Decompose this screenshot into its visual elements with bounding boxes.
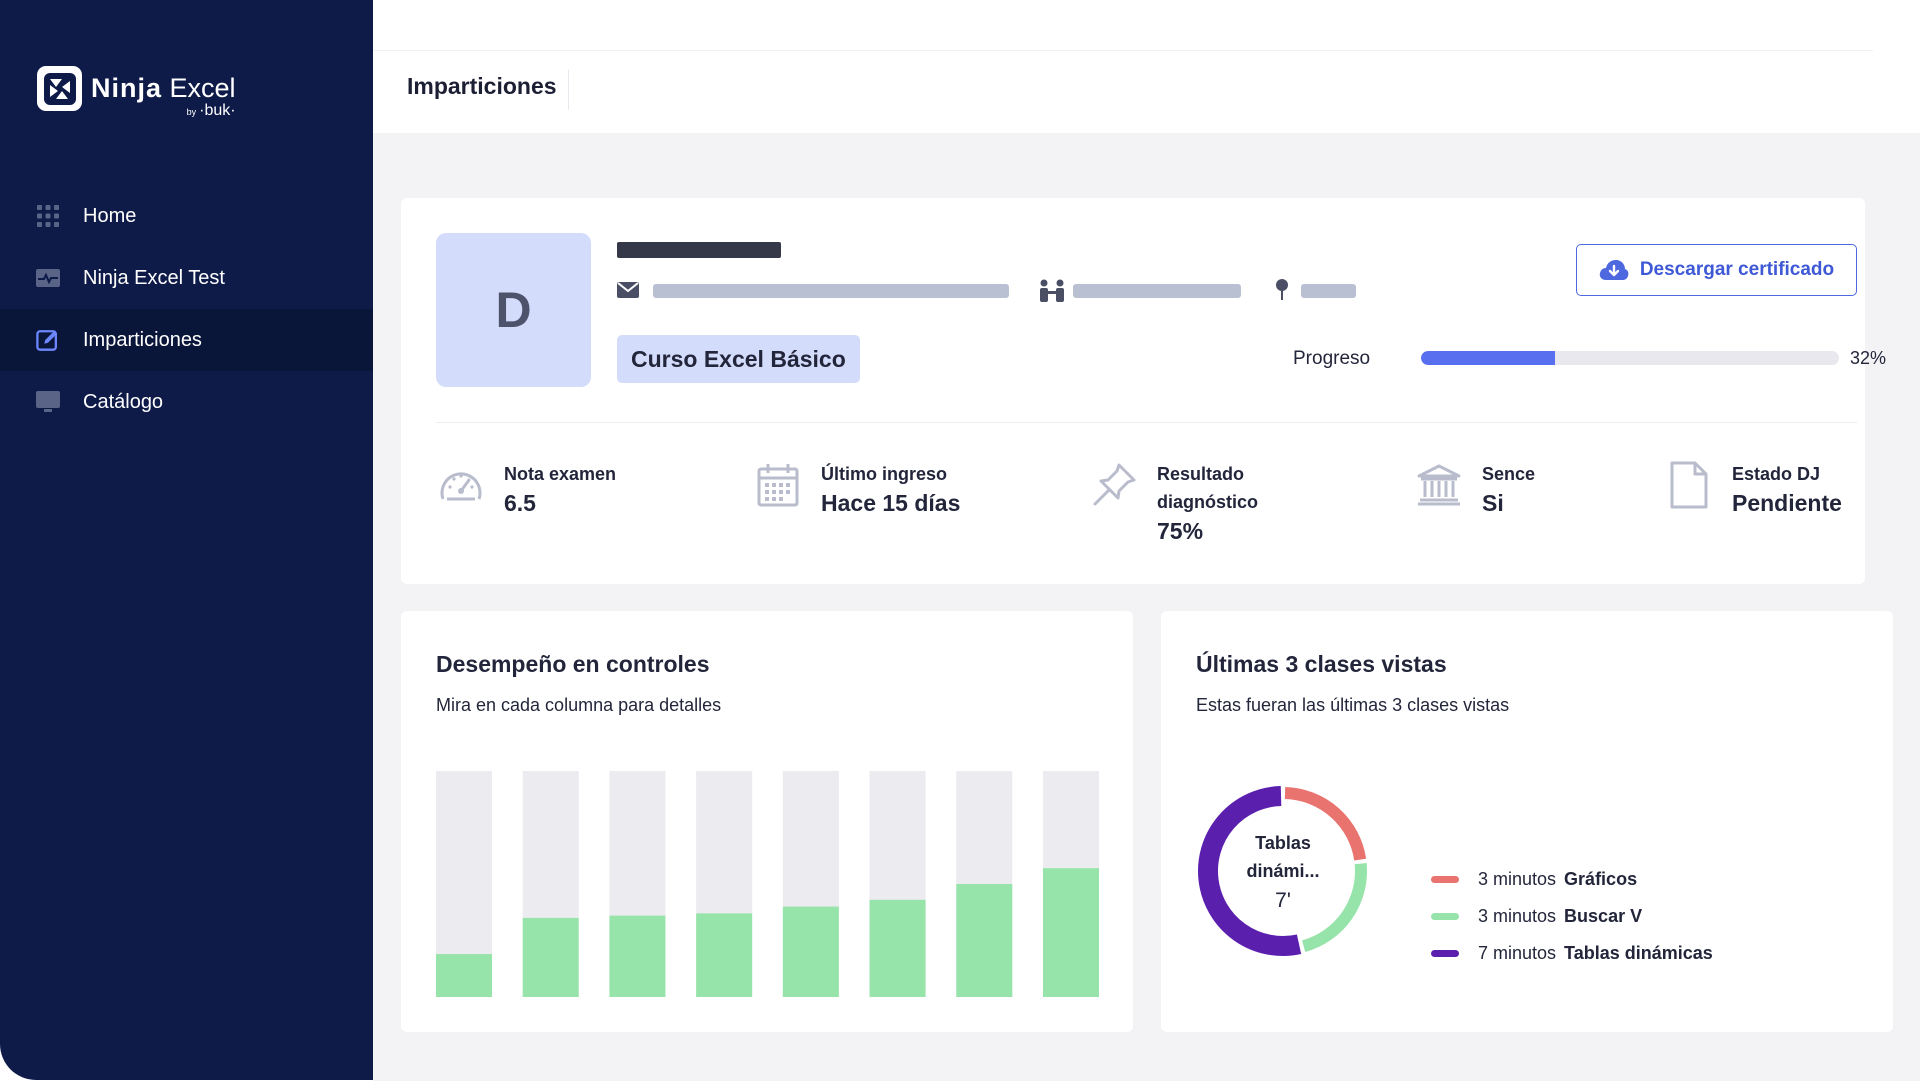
donut-slice-3[interactable]	[1198, 786, 1302, 956]
card-subtitle: Mira en cada columna para detalles	[436, 695, 722, 715]
sidebar-item-imparticiones[interactable]: Imparticiones	[0, 309, 373, 371]
donut-slice-2[interactable]	[1301, 863, 1367, 953]
sidebar-item-label: Catálogo	[83, 390, 164, 413]
course-badge: Curso Excel Básico	[617, 335, 860, 383]
sidebar-item-catalogo[interactable]: Catálogo	[0, 371, 373, 433]
pulse-icon	[36, 266, 60, 290]
stat-label: Sence	[1482, 464, 1536, 484]
stat-sence: Sence Si	[1414, 460, 1535, 518]
brand-name: Ninja	[91, 73, 163, 103]
bar-5[interactable]	[782, 906, 839, 997]
progress-bar	[1421, 351, 1839, 365]
divider	[568, 70, 569, 110]
ninja-logo-icon	[37, 66, 82, 111]
download-certificate-label: Descargar certificado	[1639, 259, 1835, 280]
performance-card: Desempeño en controles Mira en cada colu…	[401, 611, 1133, 1032]
progress-label: Progreso	[1293, 348, 1371, 369]
bar-7[interactable]	[956, 884, 1013, 997]
sidebar-item-label: Home	[83, 204, 137, 227]
top-bar: Imparticiones	[373, 0, 1920, 133]
donut-center-value: 7'	[1275, 889, 1291, 912]
speedometer-icon	[436, 460, 486, 510]
brand-logo[interactable]: Ninja Excel by ·buk·	[37, 66, 236, 120]
bank-icon	[1414, 460, 1464, 510]
legend-item: 3 minutos Gráficos	[1431, 861, 1713, 898]
edit-icon	[36, 328, 60, 352]
donut-slice-1[interactable]	[1284, 787, 1367, 861]
bar-4[interactable]	[696, 913, 753, 997]
redacted-company	[1073, 284, 1241, 298]
legend-name: Gráficos	[1564, 869, 1638, 889]
legend-swatch	[1431, 913, 1459, 920]
bar-1[interactable]	[436, 954, 492, 997]
donut-chart	[1198, 786, 1367, 956]
main-content: Imparticiones D Cu	[373, 0, 1920, 1081]
legend-duration: 3 minutos	[1478, 906, 1557, 926]
bar-2[interactable]	[522, 917, 579, 997]
sidebar: Ninja Excel by ·buk· Home	[0, 0, 373, 1080]
brand-partner: ·buk·	[199, 102, 236, 119]
stat-value: Hace 15 días	[821, 490, 961, 516]
progress-fill	[1421, 351, 1555, 365]
pin-icon	[1089, 460, 1139, 510]
stat-label: Estado DJ	[1732, 464, 1821, 484]
stat-value: 75%	[1157, 518, 1204, 544]
student-profile-card: D Curso Excel Básico	[401, 198, 1886, 584]
bar-6[interactable]	[869, 899, 926, 997]
divider	[373, 50, 1873, 51]
stat-ultimo-ingreso: Último ingreso Hace 15 días	[753, 460, 960, 518]
download-certificate-button[interactable]: Descargar certificado	[1576, 244, 1857, 296]
stat-value: Pendiente	[1732, 490, 1842, 516]
stat-nota-examen: Nota examen 6.5	[436, 460, 616, 518]
monitor-icon	[36, 390, 60, 414]
card-title: Últimas 3 clases vistas	[1196, 651, 1447, 677]
legend-duration: 3 minutos	[1478, 869, 1557, 889]
legend-name: Buscar V	[1564, 906, 1643, 926]
grid-icon	[36, 204, 60, 228]
recent-classes-donut: Tablas dinámi... 7'	[1193, 781, 1373, 961]
sidebar-nav: Home Ninja Excel Test Imparticiones	[0, 185, 373, 433]
people-icon	[1039, 278, 1065, 309]
legend-swatch	[1431, 950, 1459, 957]
sidebar-item-label: Imparticiones	[83, 328, 202, 351]
location-pin-icon	[1275, 278, 1289, 307]
calendar-icon	[753, 460, 803, 510]
sidebar-item-label: Ninja Excel Test	[83, 266, 225, 289]
recent-classes-card: Últimas 3 clases vistas Estas fueran las…	[1161, 611, 1893, 1032]
stat-label: Resultado diagnóstico	[1157, 464, 1259, 512]
redacted-email	[653, 284, 1009, 298]
bar-3[interactable]	[609, 915, 666, 997]
donut-legend: 3 minutos Gráficos 3 minutos Buscar V 7 …	[1431, 861, 1713, 972]
legend-name: Tablas dinámicas	[1564, 943, 1713, 963]
mail-icon	[617, 282, 639, 303]
stat-value: 6.5	[504, 490, 536, 516]
progress-value: 32%	[1850, 348, 1887, 368]
stat-estado-dj: Estado DJ Pendiente	[1664, 460, 1842, 518]
bar-8[interactable]	[1043, 868, 1099, 997]
stat-label: Nota examen	[504, 464, 617, 484]
stat-value: Si	[1482, 490, 1504, 516]
redacted-location	[1301, 284, 1356, 298]
document-icon	[1664, 460, 1714, 510]
legend-item: 3 minutos Buscar V	[1431, 898, 1713, 935]
sidebar-item-ninja-excel-test[interactable]: Ninja Excel Test	[0, 247, 373, 309]
legend-item: 7 minutos Tablas dinámicas	[1431, 935, 1713, 972]
legend-duration: 7 minutos	[1478, 943, 1557, 963]
card-subtitle: Estas fueran las últimas 3 clases vistas	[1196, 695, 1510, 715]
card-title: Desempeño en controles	[436, 651, 710, 677]
divider	[436, 422, 1857, 423]
cloud-download-icon	[1599, 260, 1629, 280]
sidebar-item-home[interactable]: Home	[0, 185, 373, 247]
donut-center-label: Tablas dinámi...	[1246, 833, 1320, 881]
legend-swatch	[1431, 876, 1459, 883]
avatar: D	[436, 233, 591, 387]
page-title: Imparticiones	[407, 73, 557, 99]
stat-label: Último ingreso	[821, 464, 948, 484]
performance-bar-chart	[436, 771, 1099, 997]
stat-resultado-diagnostico: Resultado diagnóstico 75%	[1089, 460, 1287, 546]
redacted-student-name	[617, 242, 781, 258]
brand-suffix: Excel	[169, 73, 236, 103]
brand-by: by	[186, 107, 197, 117]
